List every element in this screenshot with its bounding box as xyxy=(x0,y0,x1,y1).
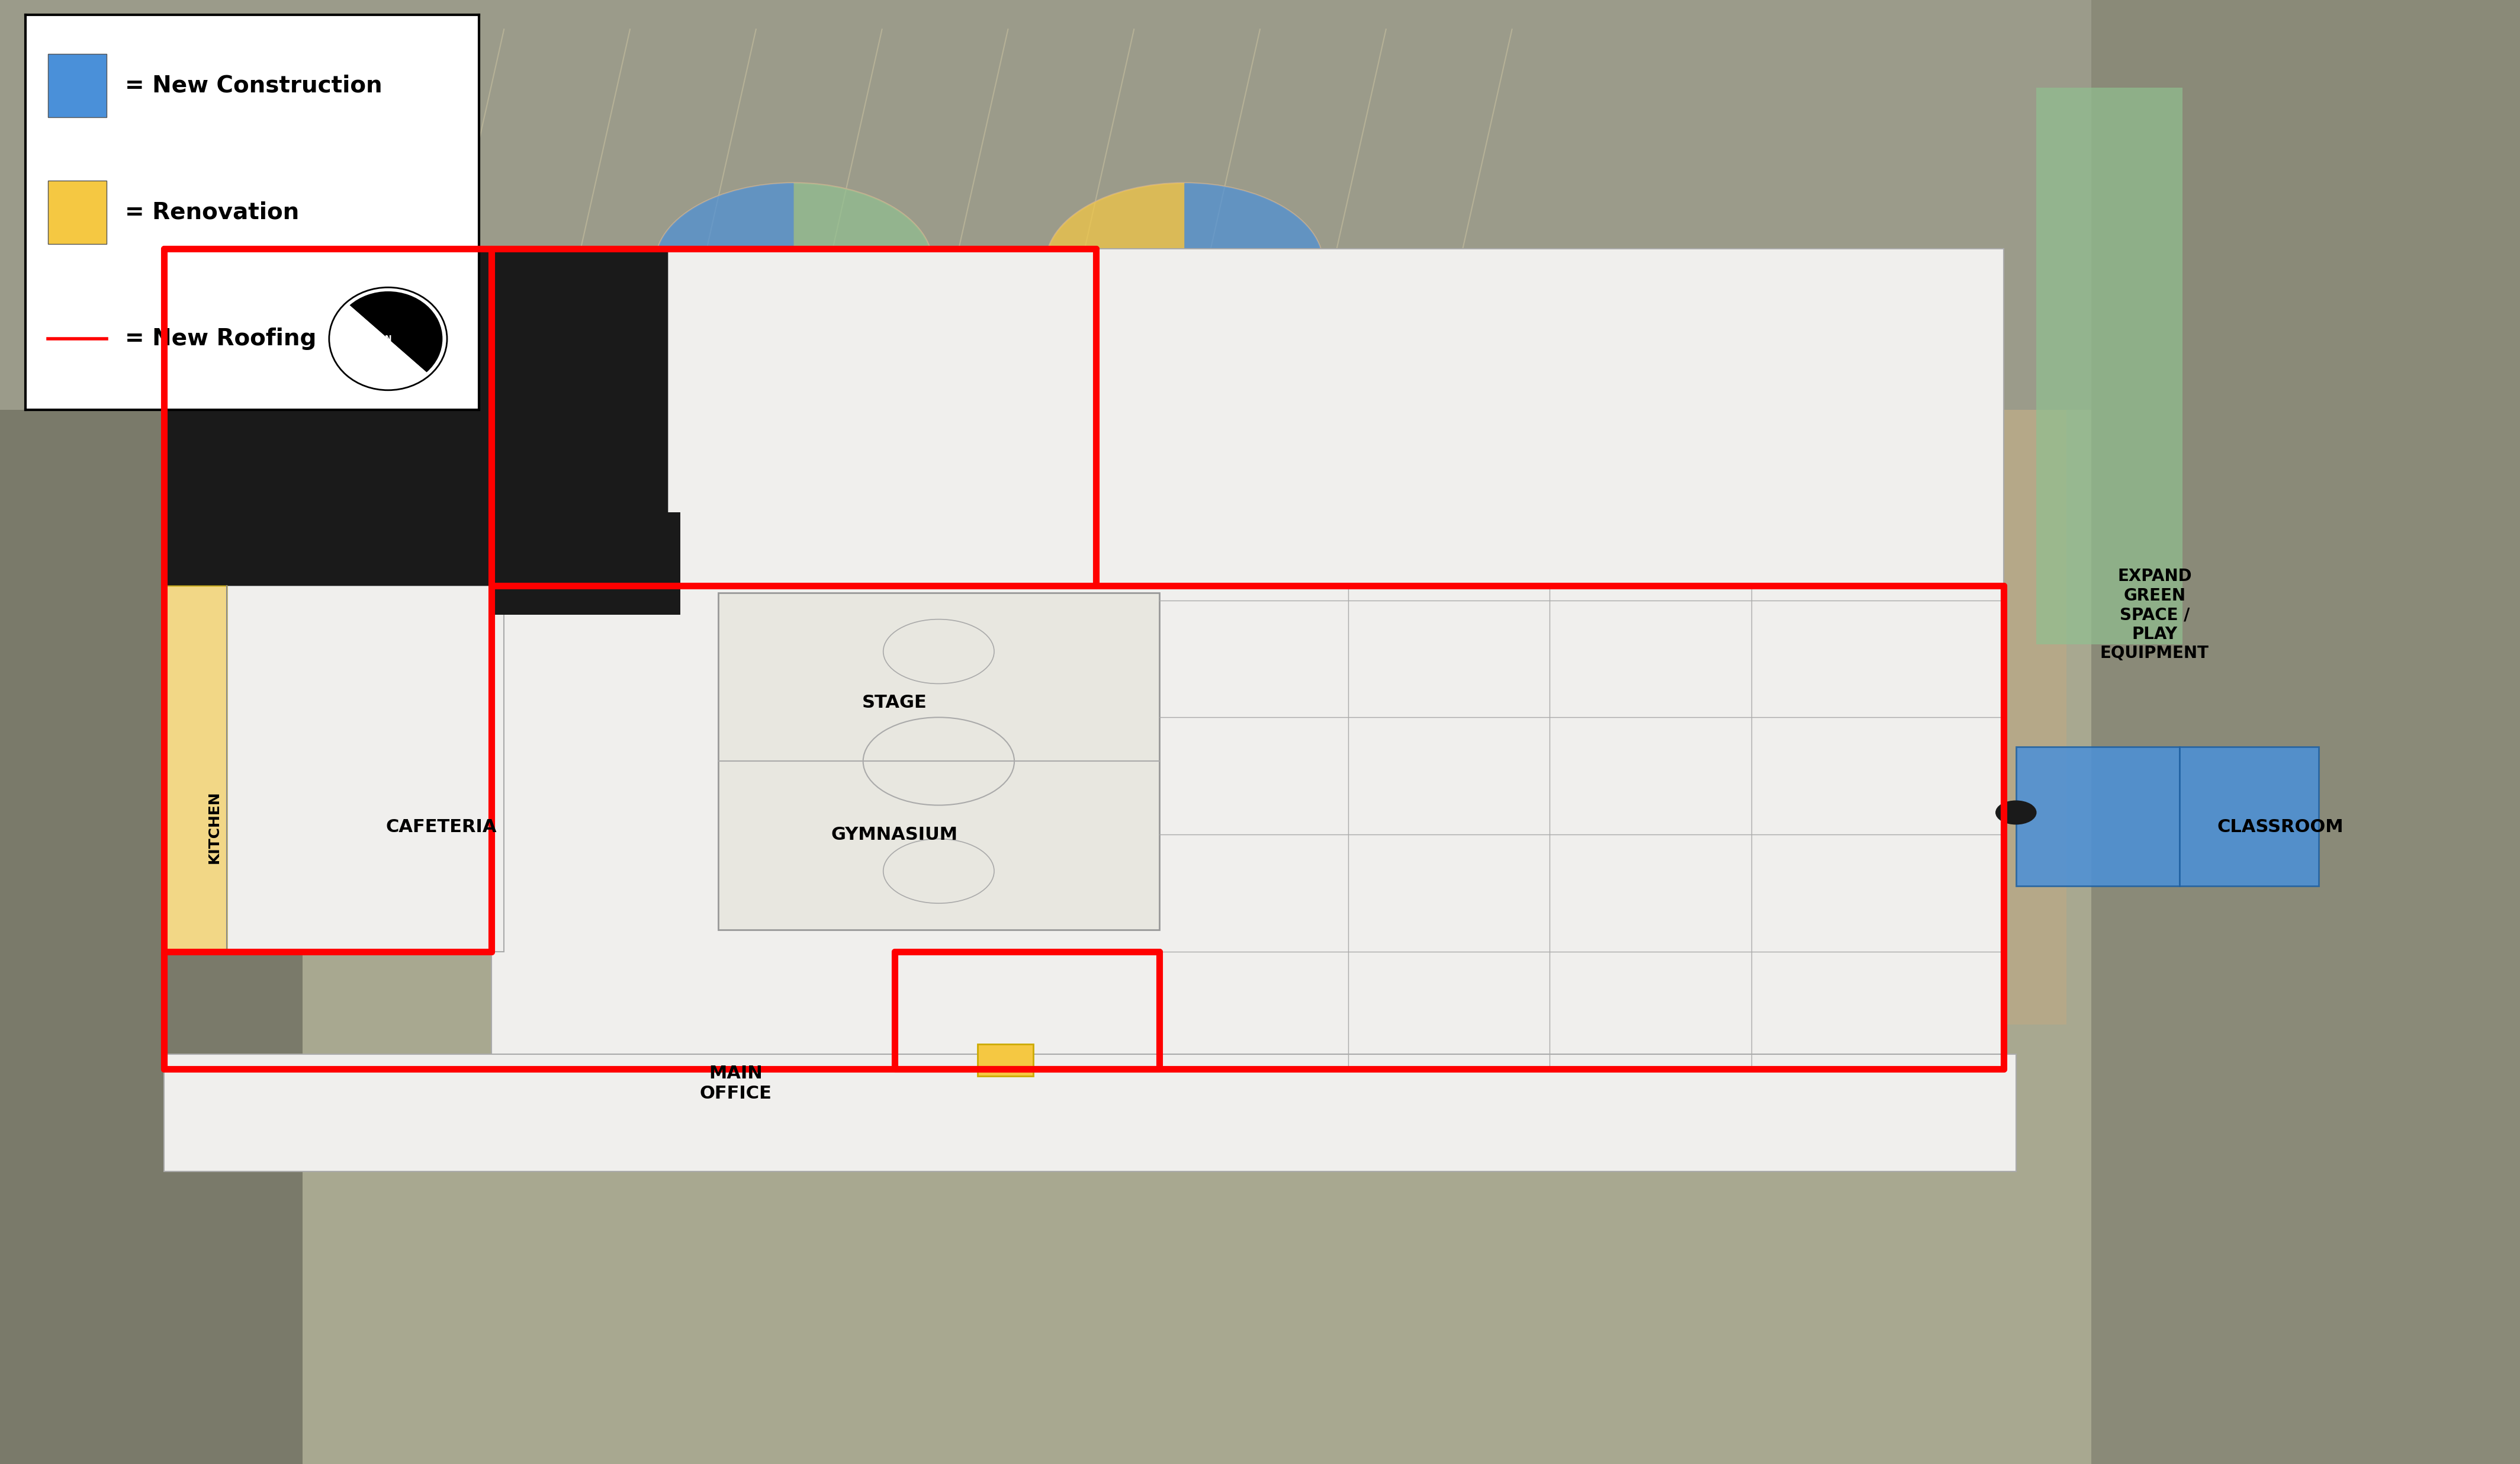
Wedge shape xyxy=(655,183,794,264)
Bar xyxy=(164,249,668,586)
Wedge shape xyxy=(794,183,932,264)
Bar xyxy=(0,410,302,1464)
Bar xyxy=(978,1044,1033,1076)
Bar xyxy=(2180,747,2318,886)
Circle shape xyxy=(1996,801,2036,824)
Wedge shape xyxy=(1184,183,1323,264)
Bar xyxy=(164,1054,2016,1171)
Text: EXPAND
GREEN
SPACE /
PLAY
EQUIPMENT: EXPAND GREEN SPACE / PLAY EQUIPMENT xyxy=(2099,568,2210,662)
Bar xyxy=(164,586,227,952)
Bar xyxy=(164,586,504,952)
Bar xyxy=(0,0,2520,410)
Bar xyxy=(2036,88,2182,644)
Bar xyxy=(302,410,2092,1464)
Wedge shape xyxy=(794,264,932,344)
Text: MAIN
OFFICE: MAIN OFFICE xyxy=(701,1064,771,1102)
Text: CLASSROOM: CLASSROOM xyxy=(2218,818,2344,836)
Wedge shape xyxy=(1046,264,1184,344)
Bar xyxy=(2092,0,2520,1464)
Bar xyxy=(1310,410,2066,1025)
Wedge shape xyxy=(1184,264,1323,344)
Text: CAFETERIA: CAFETERIA xyxy=(386,818,496,836)
Bar xyxy=(491,512,680,615)
Bar xyxy=(718,593,1159,930)
Bar xyxy=(668,249,1096,586)
Bar xyxy=(491,249,2003,1069)
Text: KITCHEN: KITCHEN xyxy=(207,791,222,864)
Wedge shape xyxy=(1046,183,1184,264)
Text: GYMNASIUM: GYMNASIUM xyxy=(832,826,958,843)
Text: STAGE: STAGE xyxy=(862,694,927,712)
Bar xyxy=(2016,747,2180,886)
Wedge shape xyxy=(655,264,794,344)
